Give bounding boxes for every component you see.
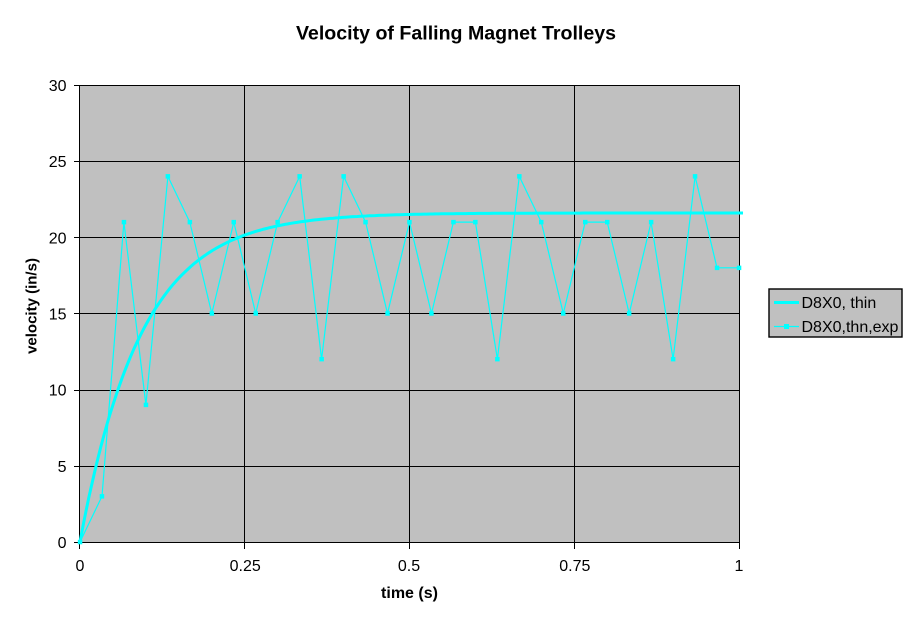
svg-text:0.75: 0.75 bbox=[559, 558, 590, 575]
svg-text:0.5: 0.5 bbox=[398, 558, 420, 575]
svg-text:25: 25 bbox=[49, 154, 67, 171]
svg-text:time (s): time (s) bbox=[381, 585, 438, 602]
svg-text:Velocity of Falling Magnet Tro: Velocity of Falling Magnet Trolleys bbox=[296, 23, 616, 45]
svg-text:15: 15 bbox=[49, 307, 67, 324]
svg-text:0: 0 bbox=[76, 558, 85, 575]
svg-text:10: 10 bbox=[49, 383, 67, 400]
svg-text:5: 5 bbox=[58, 459, 67, 476]
svg-text:30: 30 bbox=[49, 78, 67, 95]
svg-text:1: 1 bbox=[735, 558, 744, 575]
svg-text:velocity (in/s): velocity (in/s) bbox=[24, 258, 41, 354]
svg-text:0: 0 bbox=[58, 535, 67, 552]
svg-text:20: 20 bbox=[49, 230, 67, 247]
svg-text:D8X0, thin: D8X0, thin bbox=[802, 295, 877, 312]
svg-text:D8X0,thn,exp: D8X0,thn,exp bbox=[802, 319, 899, 336]
svg-text:0.25: 0.25 bbox=[230, 558, 261, 575]
